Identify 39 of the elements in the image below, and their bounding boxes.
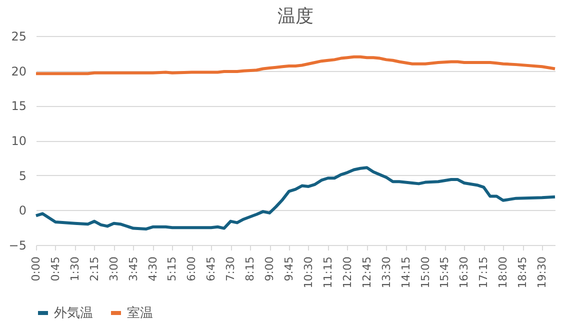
y-tick-label: 0: [18, 204, 26, 218]
x-tick-label: 18:45: [516, 256, 530, 288]
x-tick-label: 8:15: [244, 256, 257, 282]
x-tick-label: 4:30: [146, 256, 160, 282]
x-tick-label: 17:15: [477, 256, 490, 288]
x-tick-label: 9:00: [263, 256, 276, 282]
x-tick-label: 13:30: [380, 256, 393, 288]
y-tick-label: 25: [11, 30, 26, 44]
x-tick-label: 15:45: [438, 256, 452, 288]
y-tick-label: 20: [11, 64, 26, 78]
line-series: [34, 55, 556, 76]
x-tick-label: 0:00: [30, 256, 42, 282]
x-tick-label: 18:00: [496, 256, 510, 288]
x-tick-label: 12:00: [340, 256, 354, 288]
y-tick-label: 15: [11, 99, 26, 114]
y-tick-label: −5: [8, 238, 26, 252]
chart-title: 温度: [278, 6, 314, 27]
x-tick-label: 12:45: [360, 256, 374, 288]
x-tick-label: 7:30: [224, 256, 238, 282]
x-tick-label: 3:45: [126, 256, 140, 282]
x-tick-label: 10:30: [302, 256, 315, 288]
x-tick-label: 0:45: [48, 256, 62, 282]
x-tick-label: 11:15: [321, 256, 334, 288]
x-tick-label: 2:15: [88, 256, 101, 282]
y-tick-label: 5: [18, 168, 26, 183]
x-tick-label: 9:45: [282, 256, 296, 282]
line-series: [34, 166, 556, 230]
y-tick-label: 10: [11, 134, 26, 148]
x-tick-label: 6:00: [185, 256, 198, 282]
x-tick-label: 19:30: [536, 256, 549, 288]
x-tick-label: 1:30: [68, 256, 82, 282]
x-tick-label: 14:15: [399, 256, 412, 288]
x-tick-label: 5:15: [166, 256, 179, 282]
legend-label: 外気温: [54, 306, 93, 321]
x-tick-label: 6:45: [204, 256, 218, 282]
x-tick-label: 15:00: [418, 256, 432, 288]
legend-label: 室温: [127, 305, 153, 321]
x-tick-label: 16:30: [458, 256, 471, 288]
x-tick-label: 3:00: [107, 256, 120, 282]
